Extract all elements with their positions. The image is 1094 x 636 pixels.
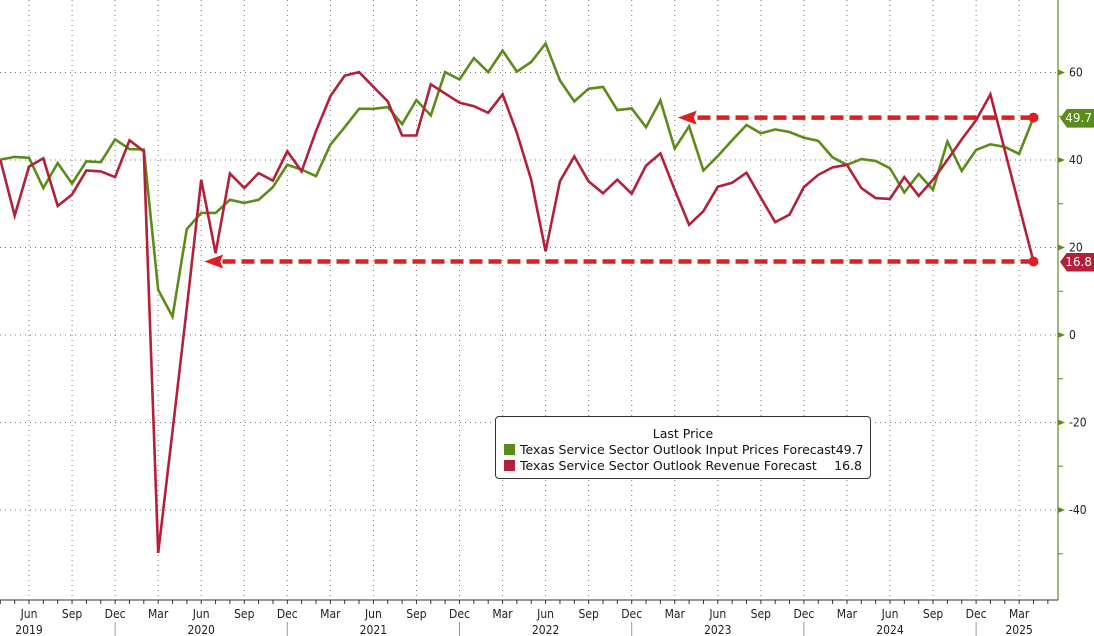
x-tick-label: Mar (148, 607, 169, 621)
x-tick-label: Sep (578, 607, 599, 621)
x-tick-label: Sep (923, 607, 944, 621)
x-tick-label: Dec (793, 607, 814, 621)
legend-label: Texas Service Sector Outlook Revenue For… (520, 457, 817, 473)
y-tick-label: -40 (1069, 503, 1087, 517)
x-tick-label: Jun (708, 607, 726, 621)
annotation-dot (1028, 256, 1039, 267)
chart-legend: Last Price Texas Service Sector Outlook … (495, 416, 871, 479)
legend-swatch-green (504, 443, 515, 455)
x-tick-label: Jun (20, 607, 38, 621)
x-tick-label: Jun (881, 607, 899, 621)
x-tick-label: Mar (665, 607, 686, 621)
y-tick-label: 40 (1069, 153, 1083, 167)
y-tick-mark (1058, 332, 1065, 338)
x-tick-label: Dec (449, 607, 470, 621)
y-tick-mark (1058, 157, 1065, 163)
x-tick-label: Sep (751, 607, 772, 621)
y-tick-mark (1058, 244, 1065, 251)
x-tick-label: Mar (492, 607, 513, 621)
x-tick-label: Jun (192, 607, 210, 621)
x-tick-label: Sep (234, 607, 255, 621)
x-tick-label: Sep (62, 607, 83, 621)
annotation-arrowhead (204, 254, 224, 269)
x-tick-label: Dec (277, 607, 298, 621)
legend-title: Last Price (652, 426, 714, 441)
x-year-label: 2020 (187, 623, 215, 636)
x-tick-label: Mar (837, 607, 858, 621)
legend-entry-input-prices: Texas Service Sector Outlook Input Price… (496, 441, 870, 457)
y-tick-mark (1058, 69, 1065, 76)
y-tick-label: 60 (1069, 66, 1083, 80)
x-tick-label: Sep (406, 607, 427, 621)
last-value-label-input-prices: 49.7 (1060, 108, 1094, 128)
annotation-dot (1028, 112, 1039, 123)
legend-swatch-red (504, 459, 515, 471)
legend-value: 16.8 (834, 457, 862, 473)
x-tick-label: Dec (621, 607, 642, 621)
x-tick-label: Jun (364, 607, 382, 621)
legend-value: 49.7 (835, 441, 864, 457)
legend-entry-revenue: Texas Service Sector Outlook Revenue For… (496, 457, 870, 473)
y-tick-label: 0 (1069, 328, 1076, 342)
x-year-label: 2022 (532, 623, 559, 636)
x-tick-label: Dec (105, 607, 126, 621)
x-year-label: 2019 (15, 623, 43, 636)
y-tick-mark (1058, 507, 1065, 513)
series-line-input-prices (0, 40, 1035, 321)
x-year-label: 2021 (360, 623, 387, 636)
x-tick-label: Mar (320, 607, 341, 621)
x-year-label: 2025 (1005, 623, 1032, 636)
x-tick-label: Mar (1009, 607, 1030, 621)
y-tick-mark (1058, 419, 1065, 426)
legend-label: Texas Service Sector Outlook Input Price… (520, 441, 836, 457)
y-tick-label: 20 (1069, 241, 1083, 255)
series-line-revenue (0, 70, 1035, 554)
x-tick-label: Dec (966, 607, 987, 621)
x-year-label: 2023 (704, 623, 731, 636)
last-value-label-revenue: 16.8 (1060, 252, 1094, 272)
y-tick-label: -20 (1069, 416, 1087, 430)
x-tick-label: Jun (536, 607, 554, 621)
annotation-arrowhead (677, 110, 697, 125)
x-year-label: 2024 (876, 623, 904, 636)
